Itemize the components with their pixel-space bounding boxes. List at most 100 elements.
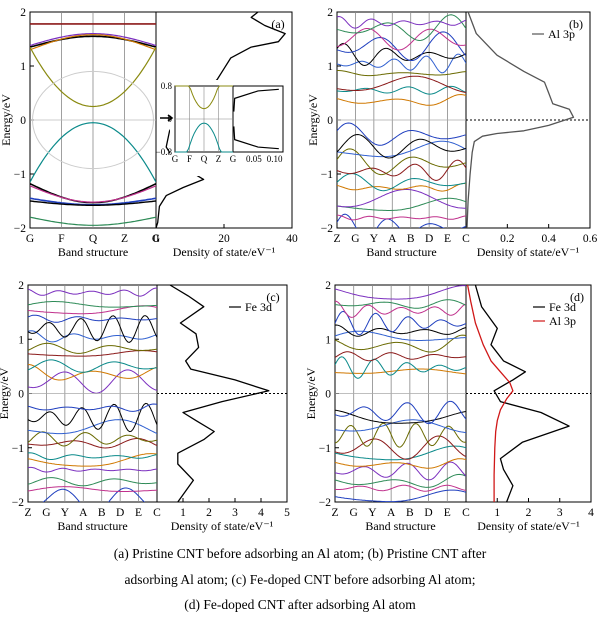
band-line xyxy=(337,75,466,93)
caption-line-2: adsorbing Al atom; (c) Fe-doped CNT befo… xyxy=(124,572,476,587)
inset-band-tick-label: G xyxy=(172,154,179,164)
y-tick-label: −2 xyxy=(321,223,333,235)
y-tick-label: 2 xyxy=(327,7,333,19)
dos-curve xyxy=(466,11,575,229)
band-line xyxy=(337,197,466,211)
band-tick-label: E xyxy=(444,507,451,519)
legend-label: Al 3p xyxy=(548,27,575,41)
band-tick-label: Z xyxy=(331,507,338,519)
band-line xyxy=(337,159,466,181)
band-line xyxy=(335,310,466,336)
inset-y-tick-label: 0.8 xyxy=(161,81,173,91)
band-tick-label: D xyxy=(425,233,433,245)
y-axis-label: Energy/eV xyxy=(304,367,318,419)
band-line xyxy=(28,419,157,435)
band-axis-label: Band structure xyxy=(366,245,436,259)
dos-tick-label: 4 xyxy=(588,507,594,519)
inset-y-tick-label: −0.8 xyxy=(156,147,173,157)
band-line xyxy=(28,287,157,297)
band-line xyxy=(337,122,466,146)
caption-line-1: (a) Pristine CNT before adsorbing an Al … xyxy=(113,546,487,561)
band-line xyxy=(337,133,466,159)
panel-1: Z G Y A B D E C −2 −1 0 1 2 Energy/eV Band structure 0.… xyxy=(306,7,597,259)
band-line xyxy=(335,435,466,460)
band-line xyxy=(30,200,156,206)
dos-axis-label: Density of state/eV⁻¹ xyxy=(173,245,276,259)
inset-dos-curve xyxy=(233,88,279,112)
band-line xyxy=(335,473,466,488)
inset-dos-tick-label: 0.10 xyxy=(267,154,283,164)
band-tick-label: E xyxy=(444,233,451,245)
dos-axis-label: Density of state/eV⁻¹ xyxy=(477,519,580,533)
dos-tick-label: 0.6 xyxy=(583,233,598,245)
band-tick-label: D xyxy=(116,507,124,519)
band-line xyxy=(337,14,466,42)
band-line xyxy=(337,28,466,51)
band-line xyxy=(28,315,157,343)
band-tick-label: B xyxy=(407,233,415,245)
band-line xyxy=(30,122,156,183)
band-line xyxy=(335,409,466,424)
dos-curve xyxy=(466,284,514,502)
band-tick-label: A xyxy=(79,507,88,519)
band-tick-label: Z xyxy=(121,233,128,245)
band-line xyxy=(337,214,466,221)
y-tick-label: 0 xyxy=(325,389,331,401)
band-line xyxy=(335,351,466,362)
band-tick-label: B xyxy=(98,507,106,519)
band-line xyxy=(28,330,157,343)
band-line xyxy=(337,140,466,158)
inset-dos-tick-label: 0.05 xyxy=(246,154,262,164)
band-line xyxy=(337,173,466,192)
dos-tick-label: 0 xyxy=(153,233,159,245)
band-line xyxy=(30,34,156,51)
inset-band-tick-label: F xyxy=(187,154,192,164)
band-line xyxy=(28,431,157,447)
band-line xyxy=(335,300,466,318)
band-line xyxy=(28,453,157,467)
dos-axis-label: Density of state/eV⁻¹ xyxy=(477,245,580,259)
panel-label: (d) xyxy=(570,290,584,304)
legend-label: Fe 3d xyxy=(549,300,576,314)
y-tick-label: −1 xyxy=(14,169,26,181)
inset-band-line xyxy=(175,85,233,110)
y-tick-label: −1 xyxy=(12,443,24,455)
band-line xyxy=(28,364,157,381)
panel-label: (b) xyxy=(569,17,583,31)
band-line xyxy=(337,183,466,192)
panel-label: (a) xyxy=(271,17,284,31)
dos-tick-label: 3 xyxy=(232,507,238,519)
band-line xyxy=(28,452,157,460)
inset-dos-curve xyxy=(233,126,279,150)
band-line xyxy=(28,301,157,308)
band-line xyxy=(335,356,466,379)
band-line xyxy=(335,334,466,353)
band-lines xyxy=(30,23,156,226)
band-tick-label: G xyxy=(350,507,358,519)
band-tick-label: Q xyxy=(89,233,98,245)
band-line xyxy=(337,85,466,95)
band-tick-label: Y xyxy=(368,507,377,519)
band-line xyxy=(30,33,156,47)
band-line xyxy=(335,324,466,337)
band-line xyxy=(28,369,157,394)
y-tick-label: 1 xyxy=(325,334,331,346)
y-tick-label: 0 xyxy=(20,115,26,127)
band-line xyxy=(28,466,157,473)
band-line xyxy=(337,31,466,61)
band-tick-label: G xyxy=(42,507,50,519)
band-line xyxy=(28,314,157,323)
band-line xyxy=(28,438,157,449)
inset-arrow xyxy=(160,114,174,122)
band-line xyxy=(335,458,466,469)
band-tick-label: F xyxy=(58,233,64,245)
band-tick-label: C xyxy=(462,233,470,245)
inset-band-tick-label: G xyxy=(230,154,237,164)
band-lines xyxy=(335,285,466,502)
band-axis-label: Band structure xyxy=(57,519,127,533)
band-line xyxy=(335,299,466,309)
band-lines xyxy=(28,287,157,502)
y-tick-label: −2 xyxy=(12,497,24,509)
band-tick-label: E xyxy=(135,507,142,519)
